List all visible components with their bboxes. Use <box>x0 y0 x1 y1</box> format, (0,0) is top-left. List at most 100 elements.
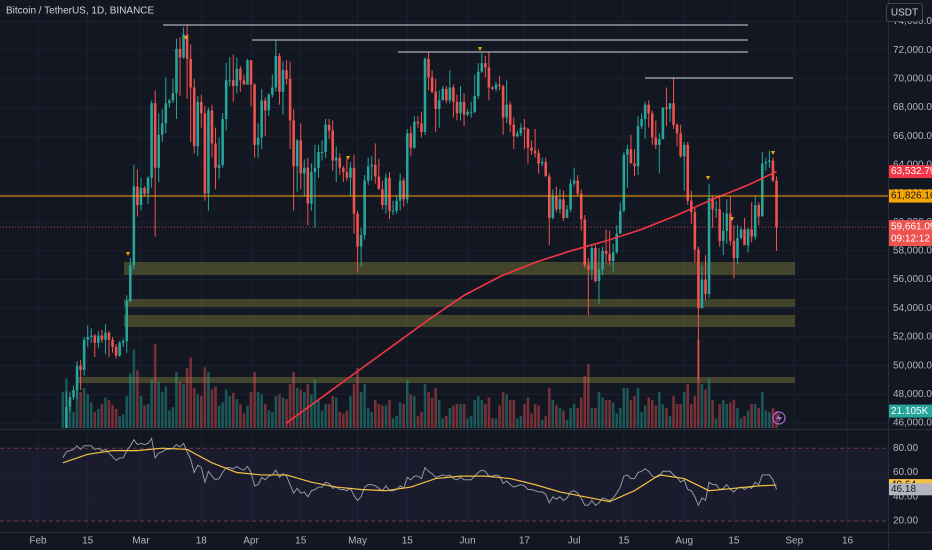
volume-bar <box>682 392 686 428</box>
candle-body <box>182 34 185 58</box>
candle-body <box>484 63 487 68</box>
candle-body <box>221 119 224 165</box>
volume-bar <box>594 408 597 428</box>
volume-bar <box>675 404 679 428</box>
volume-bar <box>725 404 729 428</box>
volume-bar <box>214 386 217 428</box>
volume-bar <box>679 404 682 428</box>
x-tick-label: Feb <box>29 536 47 547</box>
volume-bar <box>398 402 402 428</box>
candle-body <box>160 123 164 135</box>
volume-bar <box>342 413 345 428</box>
volume-bar <box>324 404 327 428</box>
candle-body <box>377 176 381 190</box>
y-tick-label: 58,000.00 <box>893 246 932 257</box>
volume-bar <box>111 404 114 428</box>
candle-body <box>402 180 405 200</box>
volume-bar <box>583 376 587 428</box>
currency-button[interactable] <box>886 3 923 22</box>
x-tick-label: 15 <box>402 536 414 547</box>
volume-bar <box>665 408 668 428</box>
y-tick-label: 52,000.00 <box>893 332 932 343</box>
volume-bar <box>462 404 466 428</box>
candle-body <box>508 104 512 125</box>
candle-body <box>72 390 75 398</box>
candle-body <box>487 67 491 88</box>
volume-bar <box>107 400 111 428</box>
candle-body <box>384 177 388 206</box>
x-tick-label: 18 <box>196 536 208 547</box>
volume-bar <box>633 396 636 428</box>
volume-bar <box>750 404 753 428</box>
volume-bar <box>721 400 725 428</box>
volume-bar <box>452 405 455 428</box>
moving-average-line <box>286 170 777 424</box>
volume-bar <box>246 405 249 428</box>
volume-bar <box>228 396 232 428</box>
candle-body <box>615 233 619 253</box>
candle-body <box>242 80 246 85</box>
ma-value-label-box <box>889 165 932 179</box>
volume-bar <box>242 413 246 428</box>
volume-bar <box>374 400 377 428</box>
volume-bar <box>590 408 594 428</box>
volume-bar <box>157 381 160 428</box>
x-tick-label: 16 <box>842 536 854 547</box>
candle-body <box>732 240 736 259</box>
candle-body <box>437 100 441 109</box>
price-level-label-box <box>889 189 932 203</box>
volume-bar <box>366 408 370 428</box>
candle-body <box>231 80 235 87</box>
volume-bar <box>86 394 89 428</box>
volume-bar <box>505 394 508 428</box>
volume-bar <box>100 404 104 428</box>
volume-bar <box>640 412 643 428</box>
volume-bar <box>700 384 704 428</box>
candle-body <box>661 107 665 140</box>
candle-body <box>274 55 278 88</box>
volume-bar <box>611 402 615 428</box>
candle-body <box>292 120 295 167</box>
candle-body <box>363 180 366 236</box>
volume-bar <box>576 408 579 428</box>
volume-bar <box>622 388 626 428</box>
volume-bar <box>210 389 214 428</box>
y-tick-label: 56,000.00 <box>893 274 932 285</box>
alert-icon[interactable] <box>772 411 786 425</box>
volume-bar <box>558 408 562 428</box>
candle-body <box>555 196 558 210</box>
volume-bar <box>658 392 661 428</box>
candle-body <box>768 160 771 163</box>
volume-bar <box>434 388 437 428</box>
candle-body <box>196 101 200 147</box>
volume-bar <box>661 404 665 428</box>
candle-body <box>228 80 232 82</box>
zone <box>124 299 795 307</box>
candle-body <box>381 189 384 206</box>
candle-body <box>721 230 725 241</box>
candle-body <box>526 129 530 148</box>
marker <box>478 47 482 51</box>
candle-body <box>395 200 398 211</box>
candle-body <box>665 107 668 109</box>
candle-body <box>288 78 292 121</box>
candle-body <box>281 70 285 92</box>
candle-body <box>693 212 697 250</box>
candle-body <box>576 180 579 194</box>
volume-bar <box>441 418 445 428</box>
volume-bar <box>643 405 647 428</box>
candle-body <box>114 346 118 356</box>
candle-body <box>466 111 469 115</box>
candle-body <box>572 180 576 184</box>
candle-body <box>658 139 661 145</box>
volume-value-label: 21.105K <box>891 406 929 417</box>
volume-bar <box>629 400 633 428</box>
candle-body <box>89 335 93 337</box>
x-tick-label: Apr <box>243 536 259 547</box>
volume-bar <box>416 416 420 428</box>
candle-body <box>587 265 590 270</box>
candle-body <box>746 229 750 246</box>
y-tick-label: 70,000.00 <box>893 74 932 85</box>
rsi-tick-label: 80.00 <box>893 443 918 454</box>
candle-body <box>565 209 569 218</box>
